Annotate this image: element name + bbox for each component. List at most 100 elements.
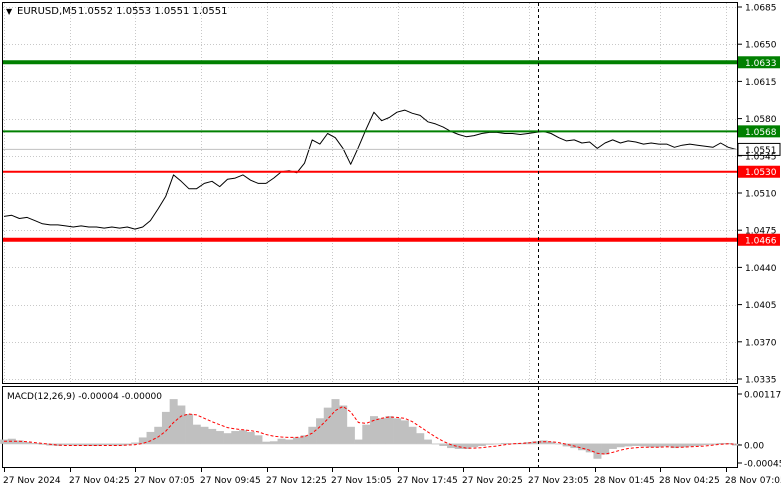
- time-tick-label: 27 Nov 20:25: [462, 476, 523, 486]
- price-axis[interactable]: 1.0685 1.0650 1.0615 1.0580 1.0545 1.0510 1.04…: [738, 4, 777, 386]
- level-tag-red-thin: [738, 165, 780, 178]
- macd-histogram-bar: [269, 441, 278, 444]
- macd-histogram-bar: [131, 442, 140, 444]
- macd-histogram-bar: [624, 443, 633, 447]
- level-label-green-thick: 1.0633: [745, 59, 777, 69]
- macd-histogram-bar: [554, 443, 563, 445]
- price-tick-label: 1.0650: [745, 41, 777, 51]
- macd-label: MACD(12,26,9) -0.00004 -0.00000: [7, 392, 162, 402]
- macd-histogram-bar: [685, 443, 694, 447]
- macd-histogram-bar: [678, 443, 687, 448]
- price-series: [3, 109, 737, 230]
- macd-histogram-bar: [639, 443, 648, 447]
- macd-histogram-bar: [69, 443, 78, 446]
- price-tick-label: 1.0510: [745, 190, 777, 200]
- macd-histogram-bar: [154, 426, 163, 444]
- time-tick-label: 27 Nov 09:45: [200, 476, 261, 486]
- macd-histogram-bar: [339, 405, 348, 444]
- macd-histogram-bar: [655, 443, 664, 448]
- level-tag-green-thick: [738, 56, 780, 69]
- macd-histogram-bar: [732, 443, 741, 446]
- macd-histogram-bar: [400, 420, 409, 444]
- macd-histogram-bar: [385, 416, 394, 444]
- macd-histogram-bar: [316, 418, 325, 444]
- macd-histogram-bar: [709, 443, 718, 445]
- macd-histogram-bar: [423, 439, 432, 444]
- macd-histogram-bar: [354, 439, 363, 444]
- level-label-red-thick: 1.0466: [745, 236, 777, 246]
- macd-histogram-bar: [377, 418, 386, 444]
- time-tick-label: 27 Nov 17:45: [397, 476, 458, 486]
- macd-histogram-bar: [192, 424, 201, 444]
- macd-histogram-bar: [647, 443, 656, 448]
- symbol-dropdown-arrow[interactable]: ▼: [6, 7, 13, 16]
- grid-lines: [3, 3, 737, 383]
- time-tick-label: 27 Nov 15:05: [331, 476, 392, 486]
- macd-histogram-bar: [608, 443, 617, 449]
- macd-histogram-bar: [585, 443, 594, 453]
- price-tick-label: 1.0475: [745, 227, 777, 237]
- macd-histogram-bar: [462, 443, 471, 449]
- macd-histogram-bar: [308, 426, 317, 444]
- macd-histogram-bar: [601, 443, 610, 455]
- macd-signal-line: [4, 405, 737, 455]
- price-tick-label: 1.0545: [745, 152, 777, 162]
- macd-histogram-bar: [246, 431, 255, 444]
- macd-histogram-bar: [262, 441, 271, 444]
- macd-histogram-bar: [161, 411, 170, 444]
- macd-histogram-bar: [169, 399, 178, 444]
- macd-histogram-bar: [701, 443, 710, 446]
- macd-histogram-bar: [346, 426, 355, 444]
- macd-histogram-bar: [254, 435, 263, 444]
- price-line: [3, 109, 737, 230]
- macd-histogram-bar: [185, 414, 194, 444]
- macd-histogram-bar: [323, 407, 332, 444]
- macd-histogram-bar: [493, 443, 502, 445]
- macd-histogram-bar: [123, 443, 132, 446]
- macd-histogram-bar: [292, 437, 301, 444]
- time-tick-label: 27 Nov 2024: [3, 476, 61, 486]
- macd-histogram-bar: [285, 439, 294, 444]
- macd-histogram-bar: [108, 443, 117, 446]
- macd-tick-label: 0.00117: [744, 391, 781, 401]
- macd-histogram-bar: [500, 442, 509, 444]
- macd-histogram-bar: [61, 443, 70, 446]
- macd-tick-label: 0.00: [744, 442, 764, 452]
- macd-histogram-bar: [408, 426, 417, 444]
- macd-histogram-bar: [231, 431, 240, 444]
- macd-histogram-bar: [631, 443, 640, 446]
- macd-histogram-bar: [15, 440, 24, 444]
- level-lines[interactable]: 1.0633 1.0568 1.0551 1.0530 1.0466: [3, 56, 781, 246]
- macd-histogram-bar: [239, 430, 248, 444]
- time-axis[interactable]: 27 Nov 2024 27 Nov 04:25 27 Nov 07:05 27 No…: [3, 468, 781, 486]
- macd-histogram-bar: [716, 442, 725, 444]
- macd-histogram-bar: [77, 443, 86, 446]
- level-label-green-thin: 1.0568: [745, 128, 777, 138]
- time-tick-label: 28 Nov 04:25: [659, 476, 720, 486]
- macd-histogram-bar: [177, 405, 186, 444]
- time-tick-label: 27 Nov 07:05: [134, 476, 195, 486]
- level-tag-green-thin: [738, 125, 780, 138]
- macd-histogram-bar: [208, 428, 217, 444]
- macd-histogram-bar: [115, 443, 124, 446]
- time-tick-label: 27 Nov 04:25: [69, 476, 130, 486]
- macd-histogram-bar: [524, 442, 533, 444]
- time-tick-label: 27 Nov 23:05: [528, 476, 589, 486]
- macd-histogram-bar: [670, 443, 679, 449]
- macd-histogram-bar: [485, 443, 494, 445]
- macd-indicator: [0, 399, 741, 459]
- current-price-label: 1.0551: [745, 146, 777, 156]
- time-tick-label: 28 Nov 07:05: [725, 476, 781, 486]
- price-tick-label: 1.0405: [745, 301, 777, 311]
- macd-histogram-bar: [477, 443, 486, 446]
- level-label-red-thin: 1.0530: [745, 168, 777, 178]
- price-tick-label: 1.0685: [745, 4, 777, 14]
- price-tick-label: 1.0615: [745, 78, 777, 88]
- time-tick-label: 28 Nov 01:45: [594, 476, 655, 486]
- macd-histogram-bar: [562, 443, 571, 447]
- macd-tick-label: -0.00045: [744, 460, 781, 470]
- macd-histogram-bar: [431, 443, 440, 445]
- price-tick-label: 1.0580: [745, 115, 777, 125]
